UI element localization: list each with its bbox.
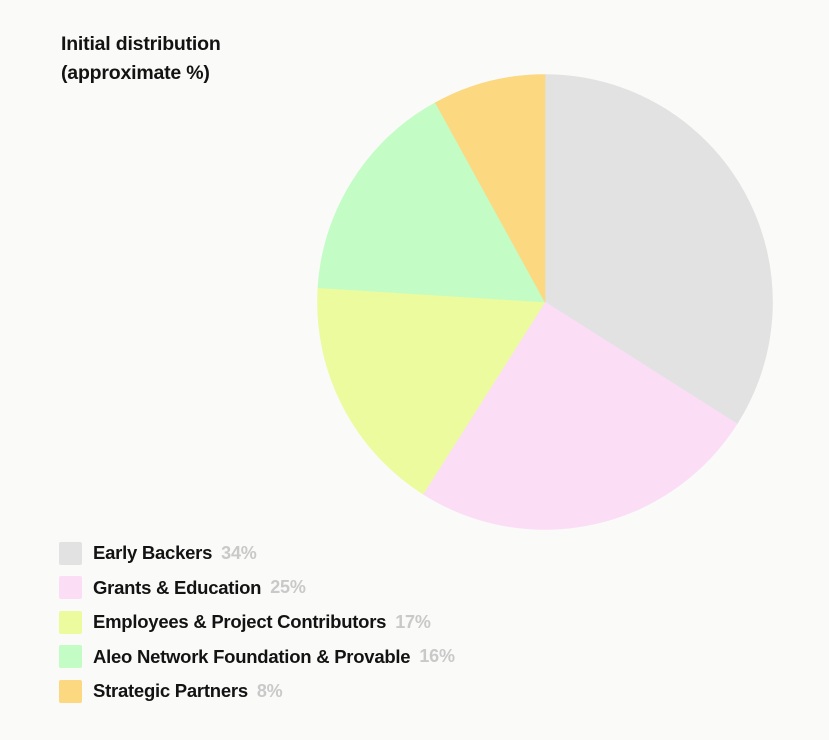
legend-item-value: 8% [256, 680, 283, 701]
pie-chart-graphic: Early Backers 34%Grants & Education 25%E… [317, 74, 773, 530]
legend-item[interactable]: Grants & Education 25% [59, 571, 759, 606]
legend-swatch-strategic-partners [59, 679, 82, 703]
chart-legend: Early Backers 34% Grants & Education 25% Emp… [59, 536, 759, 709]
legend-item-label: Strategic Partners [93, 680, 248, 702]
legend-item[interactable]: Employees & Project Contributors 17% [59, 605, 759, 640]
legend-item[interactable]: Strategic Partners 8% [59, 674, 759, 709]
pie-slice[interactable]: Aleo Network Foundation & Provable 16% [317, 102, 546, 303]
pie-chart-svg: Early Backers 34%Grants & Education 25%E… [317, 74, 773, 530]
pie-slice[interactable]: Strategic Partners 8% [434, 74, 546, 303]
legend-item-value: 34% [221, 542, 257, 563]
legend-swatch-aleo-foundation-provable [59, 645, 82, 669]
legend-item-label: Grants & Education [93, 576, 262, 598]
pie-slice-group: Early Backers 34%Grants & Education 25%E… [317, 74, 773, 530]
legend-item[interactable]: Aleo Network Foundation & Provable 16% [59, 640, 759, 675]
legend-swatch-early-backers [59, 541, 82, 565]
chart-title: Initial distribution (approximate %) [61, 33, 221, 84]
pie-slice[interactable]: Employees & Project Contributors 17% [317, 287, 546, 495]
legend-item-label: Early Backers [93, 542, 213, 564]
legend-item-label: Employees & Project Contributors [93, 611, 387, 633]
pie-slice[interactable]: Grants & Education 25% [422, 301, 738, 530]
legend-swatch-grants-education [59, 576, 82, 600]
legend-item[interactable]: Early Backers 34% [59, 536, 759, 571]
legend-swatch-employees-contributors [59, 610, 82, 634]
legend-item-value: 17% [395, 611, 431, 632]
pie-slice[interactable]: Early Backers 34% [544, 74, 773, 425]
legend-item-label: Aleo Network Foundation & Provable [93, 645, 411, 667]
legend-item-value: 16% [419, 646, 455, 667]
legend-item-value: 25% [270, 577, 306, 598]
